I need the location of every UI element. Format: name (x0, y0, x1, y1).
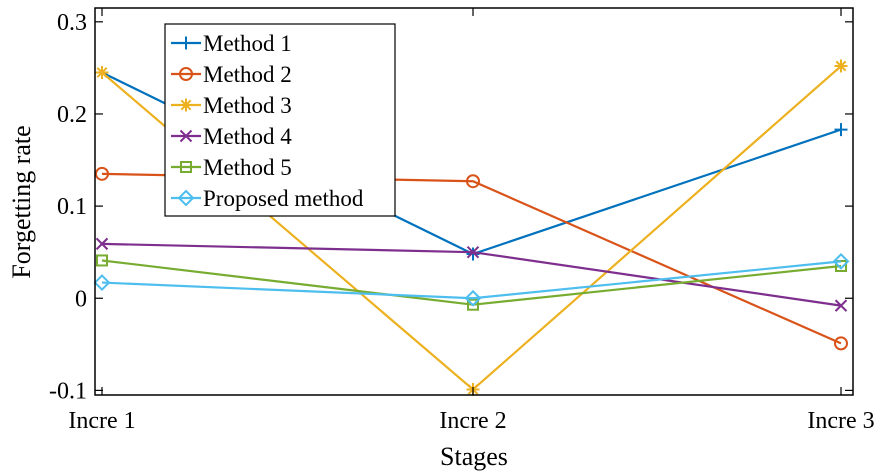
data-point-method-1 (834, 123, 848, 137)
legend-label: Method 5 (203, 155, 292, 180)
data-point-method-1 (466, 247, 480, 261)
data-point-proposed-method (464, 289, 482, 307)
data-point-method-2 (466, 174, 480, 189)
x-tick-label: Incre 3 (807, 408, 874, 434)
data-point-method-3 (95, 66, 109, 79)
y-axis-label: Forgetting rate (7, 125, 36, 278)
legend-entry-method-2: Method 2 (171, 62, 292, 87)
data-point-method-4 (466, 245, 480, 259)
legend-entry-method-1: Method 1 (171, 31, 292, 56)
legend-box (164, 23, 396, 217)
legend-marker (180, 161, 192, 173)
legend-entry-method-5: Method 5 (171, 155, 292, 180)
ticks-layer: -0.1 0 0.1 0.2 0.3 Incre 1 Incre 2 Incre 3 (49, 8, 875, 434)
legend-label: Method 4 (203, 124, 292, 149)
legend-label: Proposed method (203, 186, 364, 211)
legend-entry-proposed-method: Proposed method (171, 186, 364, 211)
data-point-method-5 (835, 260, 847, 272)
legend-label: Method 2 (203, 62, 292, 87)
legend-marker (179, 67, 193, 81)
legend-label: Method 1 (203, 31, 292, 56)
legend-entry-method-3: Method 3 (171, 93, 292, 118)
data-point-method-2 (95, 166, 109, 181)
plot-frame (94, 7, 854, 396)
legend-marker (179, 98, 193, 112)
x-tick-label: Incre 2 (439, 408, 506, 434)
data-point-proposed-method (93, 274, 111, 292)
series-line-proposed-method (101, 260, 842, 300)
x-axis-label: Stages (440, 442, 508, 471)
legend-marker (179, 129, 193, 143)
data-point-method-5 (96, 254, 108, 267)
data-point-method-4 (95, 237, 109, 251)
data-point-method-3 (834, 59, 848, 73)
y-tick-label: 0.1 (57, 194, 87, 220)
legend-marker (177, 189, 195, 207)
y-tick-label: 0.2 (57, 102, 87, 128)
y-tick-label: -0.1 (49, 378, 87, 404)
legend: Method 1 Method 2 Method 3 Method 4 Method 5… (164, 23, 396, 217)
series-proposed-method (93, 252, 850, 307)
data-point-method-2 (834, 336, 848, 351)
data-point-method-5 (467, 298, 479, 311)
data-point-method-4 (834, 299, 848, 312)
data-point-proposed-method (832, 252, 850, 270)
legend-entry-method-4: Method 4 (171, 124, 292, 149)
x-tick-label: Incre 1 (68, 408, 135, 434)
y-tick-label: 0 (75, 286, 87, 312)
y-tick-label: 0.3 (57, 10, 87, 36)
legend-marker (179, 36, 193, 50)
series-method-4 (95, 237, 848, 312)
legend-label: Method 3 (203, 93, 292, 118)
